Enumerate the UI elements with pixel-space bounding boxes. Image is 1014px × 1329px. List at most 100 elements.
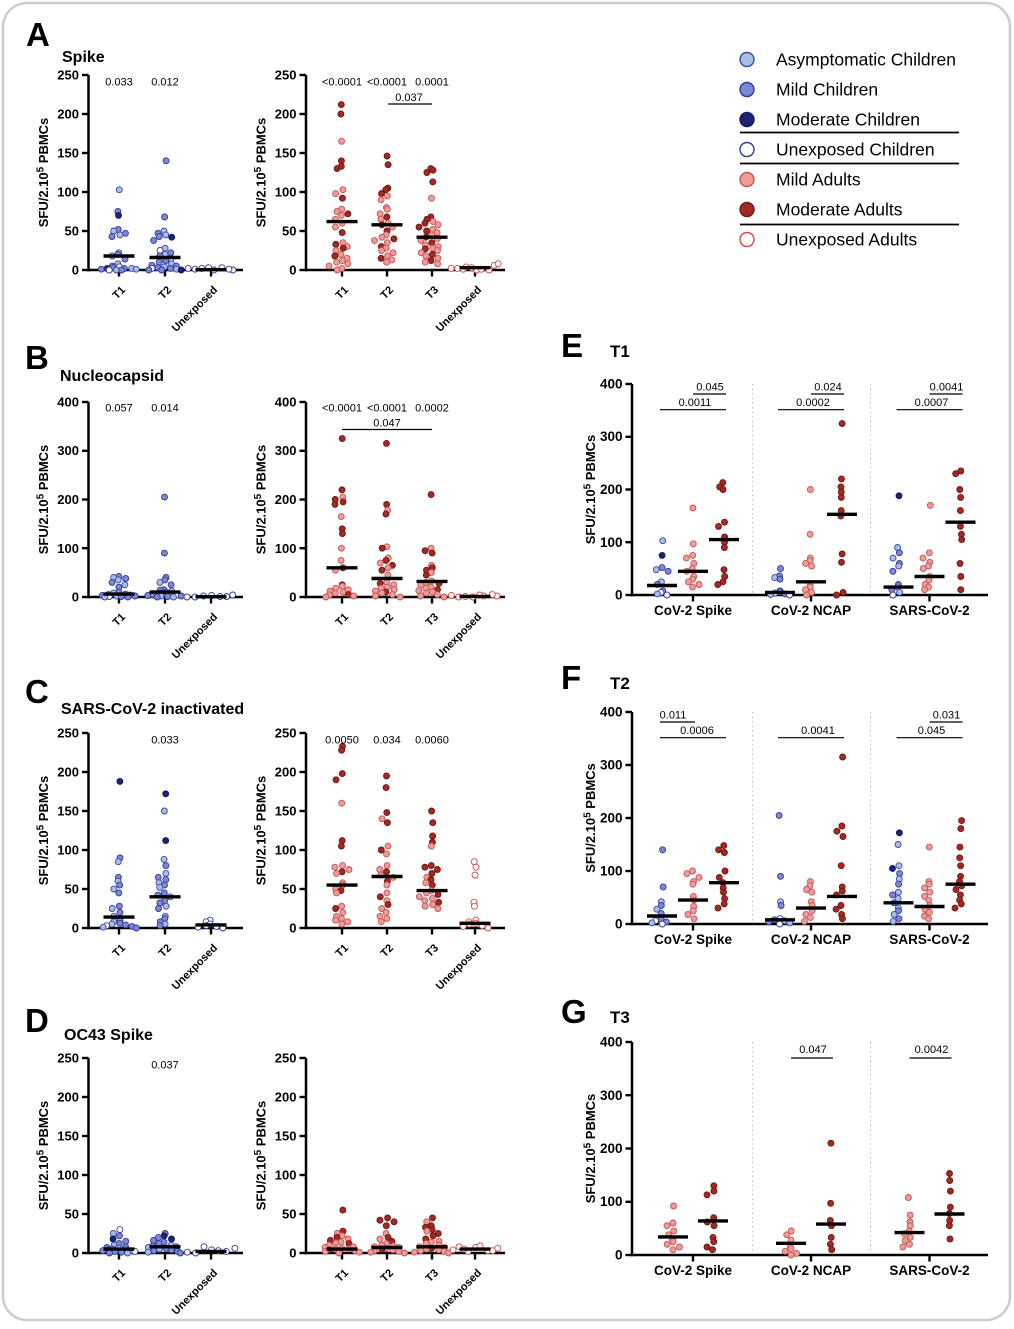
svg-text:150: 150 <box>57 1129 79 1144</box>
svg-text:0.0042: 0.0042 <box>915 1044 949 1056</box>
svg-text:F: F <box>561 659 581 696</box>
svg-text:0.045: 0.045 <box>696 382 724 394</box>
svg-text:CoV-2 Spike: CoV-2 Spike <box>654 932 733 947</box>
svg-text:SFU/2.105 PBMCs: SFU/2.105 PBMCs <box>253 445 269 555</box>
svg-text:0: 0 <box>72 263 79 278</box>
svg-text:150: 150 <box>275 146 297 161</box>
svg-text:200: 200 <box>57 765 79 780</box>
svg-text:0: 0 <box>72 1246 79 1261</box>
svg-text:100: 100 <box>600 864 623 879</box>
svg-text:T1: T1 <box>610 342 630 361</box>
svg-text:200: 200 <box>275 492 297 507</box>
svg-text:50: 50 <box>65 1207 79 1222</box>
svg-text:200: 200 <box>57 1090 79 1105</box>
svg-text:250: 250 <box>275 68 297 83</box>
svg-text:SFU/2.105 PBMCs: SFU/2.105 PBMCs <box>583 763 599 873</box>
svg-text:0.031: 0.031 <box>933 710 961 722</box>
svg-text:100: 100 <box>275 843 297 858</box>
svg-text:200: 200 <box>600 1141 623 1156</box>
svg-text:Moderate Adults: Moderate Adults <box>776 200 903 220</box>
svg-text:<0.0001: <0.0001 <box>322 403 362 415</box>
svg-text:E: E <box>561 327 583 364</box>
svg-text:400: 400 <box>600 377 623 392</box>
svg-text:250: 250 <box>275 726 297 741</box>
svg-text:C: C <box>25 673 49 710</box>
svg-text:300: 300 <box>600 429 623 444</box>
svg-text:200: 200 <box>275 107 297 122</box>
svg-text:SFU/2.105 PBMCs: SFU/2.105 PBMCs <box>583 435 599 545</box>
svg-text:0: 0 <box>615 588 623 603</box>
svg-text:SFU/2.105 PBMCs: SFU/2.105 PBMCs <box>36 118 52 228</box>
svg-text:200: 200 <box>275 1090 297 1105</box>
svg-text:0: 0 <box>615 1248 623 1263</box>
svg-text:200: 200 <box>275 765 297 780</box>
svg-text:T2: T2 <box>610 674 630 693</box>
svg-text:0.0002: 0.0002 <box>415 403 449 415</box>
svg-text:100: 100 <box>600 1194 623 1209</box>
svg-text:SFU/2.105 PBMCs: SFU/2.105 PBMCs <box>583 1094 599 1204</box>
svg-text:400: 400 <box>57 395 79 410</box>
svg-text:SARS-CoV-2: SARS-CoV-2 <box>889 1263 969 1278</box>
svg-text:300: 300 <box>600 1088 623 1103</box>
svg-text:SFU/2.105 PBMCs: SFU/2.105 PBMCs <box>36 445 52 555</box>
svg-text:G: G <box>561 993 587 1030</box>
svg-text:0.0041: 0.0041 <box>930 382 964 394</box>
svg-text:SFU/2.105 PBMCs: SFU/2.105 PBMCs <box>253 118 269 228</box>
svg-text:SFU/2.105 PBMCs: SFU/2.105 PBMCs <box>36 1101 52 1211</box>
svg-text:0: 0 <box>289 921 296 936</box>
svg-text:0.0041: 0.0041 <box>801 725 835 737</box>
svg-text:300: 300 <box>275 443 297 458</box>
svg-text:SARS-CoV-2: SARS-CoV-2 <box>889 932 969 947</box>
svg-text:<0.0001: <0.0001 <box>367 403 407 415</box>
svg-text:0.034: 0.034 <box>373 735 401 747</box>
svg-text:0.047: 0.047 <box>373 418 401 430</box>
svg-text:0.024: 0.024 <box>814 382 842 394</box>
svg-text:150: 150 <box>57 146 79 161</box>
svg-text:0: 0 <box>72 590 79 605</box>
svg-text:Nucleocapsid: Nucleocapsid <box>60 368 164 385</box>
svg-text:CoV-2 Spike: CoV-2 Spike <box>654 603 733 618</box>
svg-text:100: 100 <box>600 535 623 550</box>
svg-text:0.045: 0.045 <box>918 725 946 737</box>
svg-text:150: 150 <box>275 1129 297 1144</box>
svg-text:CoV-2 Spike: CoV-2 Spike <box>654 1263 733 1278</box>
svg-text:0.0007: 0.0007 <box>915 397 949 409</box>
svg-text:200: 200 <box>57 107 79 122</box>
svg-text:Mild Children: Mild Children <box>776 80 878 100</box>
svg-text:B: B <box>25 339 49 376</box>
svg-text:0.012: 0.012 <box>151 77 179 89</box>
svg-text:Spike: Spike <box>62 49 105 66</box>
svg-text:<0.0001: <0.0001 <box>322 77 362 89</box>
svg-text:Unexposed Children: Unexposed Children <box>776 140 935 160</box>
svg-text:CoV-2 NCAP: CoV-2 NCAP <box>771 932 851 947</box>
svg-text:0.0011: 0.0011 <box>679 397 712 409</box>
svg-text:300: 300 <box>57 443 79 458</box>
svg-text:50: 50 <box>282 1207 296 1222</box>
svg-text:400: 400 <box>275 395 297 410</box>
svg-text:0.0001: 0.0001 <box>415 77 449 89</box>
svg-text:SFU/2.105 PBMCs: SFU/2.105 PBMCs <box>253 776 269 886</box>
svg-text:100: 100 <box>275 541 297 556</box>
svg-text:250: 250 <box>57 726 79 741</box>
svg-text:400: 400 <box>600 705 623 720</box>
svg-text:Mild Adults: Mild Adults <box>776 170 861 190</box>
svg-text:0.0060: 0.0060 <box>415 735 449 747</box>
svg-text:0: 0 <box>289 590 296 605</box>
svg-text:0.057: 0.057 <box>105 403 133 415</box>
svg-text:100: 100 <box>57 541 79 556</box>
svg-text:OC43 Spike: OC43 Spike <box>64 1027 153 1044</box>
svg-text:0.0050: 0.0050 <box>325 735 359 747</box>
svg-text:0.037: 0.037 <box>151 1060 179 1072</box>
svg-text:SARS-CoV-2: SARS-CoV-2 <box>889 603 969 618</box>
svg-text:0: 0 <box>615 917 623 932</box>
svg-text:250: 250 <box>275 1051 297 1066</box>
svg-text:50: 50 <box>282 882 296 897</box>
svg-text:200: 200 <box>57 492 79 507</box>
svg-text:300: 300 <box>600 758 623 773</box>
svg-text:SARS-CoV-2 inactivated: SARS-CoV-2 inactivated <box>61 701 244 718</box>
svg-text:250: 250 <box>57 68 79 83</box>
svg-text:0.0006: 0.0006 <box>680 725 714 737</box>
svg-text:A: A <box>26 16 50 53</box>
svg-text:150: 150 <box>57 804 79 819</box>
svg-text:<0.0001: <0.0001 <box>367 77 407 89</box>
